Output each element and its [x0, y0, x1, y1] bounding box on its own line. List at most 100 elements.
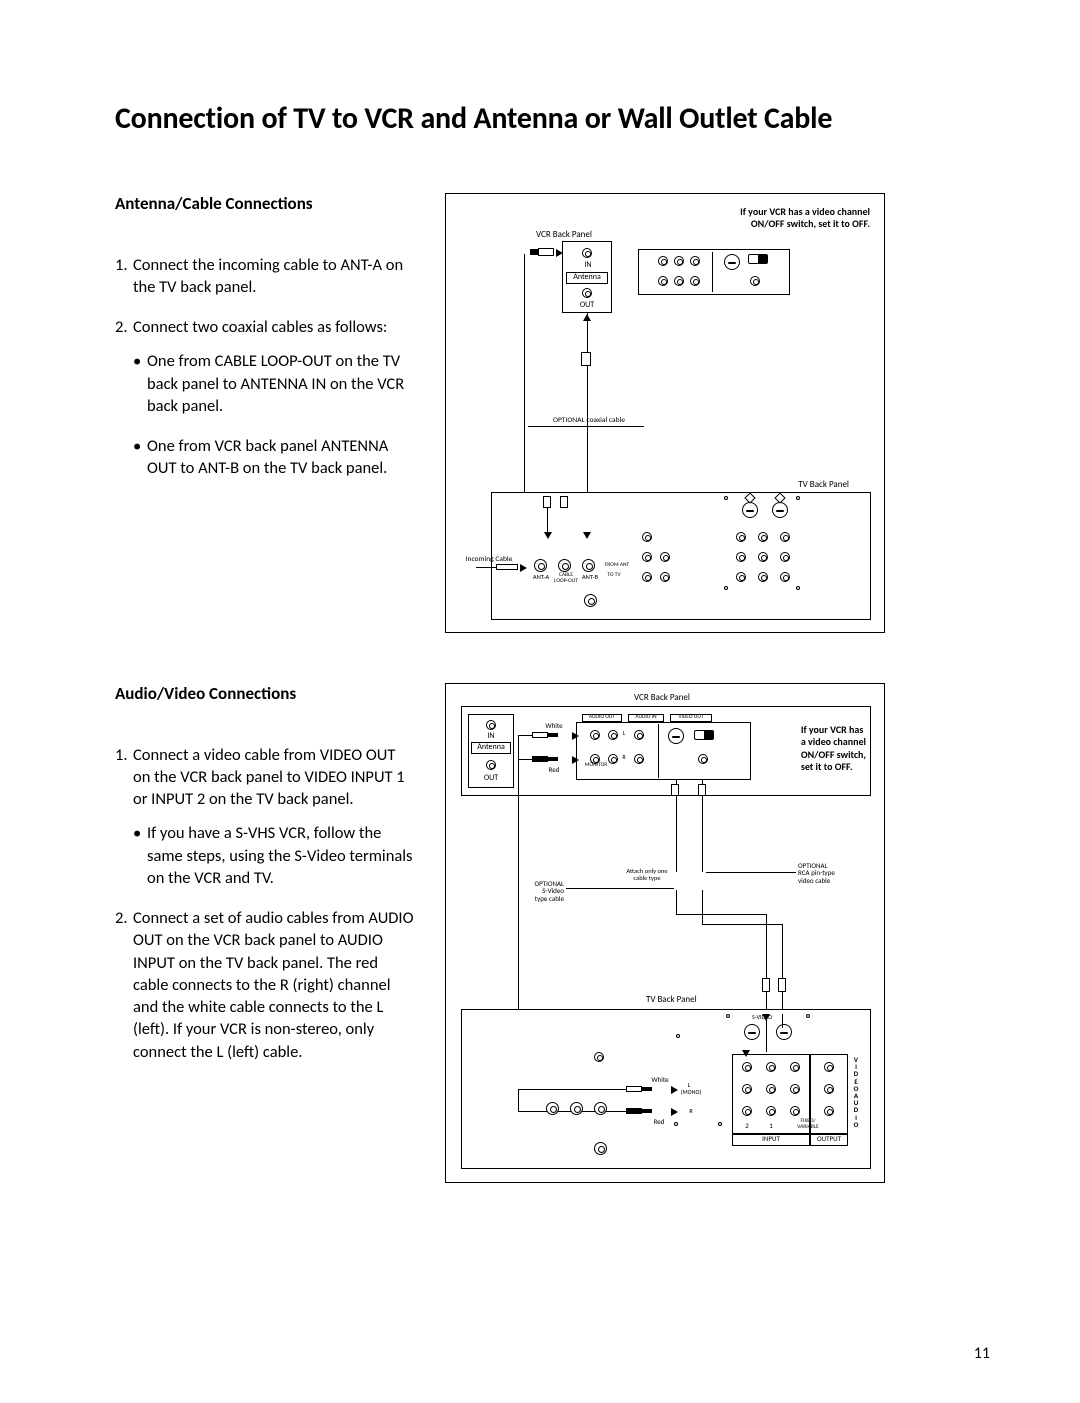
tv-portB: [570, 1102, 583, 1115]
ant-b-port-icon: [582, 559, 595, 572]
note-vcr-switch-a: If your VCR has a video channel ON/OFF s…: [740, 206, 870, 231]
screw2: [796, 496, 800, 500]
vcr-in-label: IN: [582, 261, 594, 270]
tvp4: [642, 572, 652, 582]
p1: [658, 256, 668, 266]
subheading-av: Audio/Video Connections: [115, 683, 415, 704]
note-line-1: If your VCR has a video channel: [740, 205, 870, 218]
nb3: ON/OFF switch,: [801, 748, 866, 761]
p7: [750, 276, 760, 286]
scrB4: [718, 1122, 722, 1126]
tv-portC: [594, 1102, 607, 1115]
tvp3: [660, 552, 670, 562]
step-a1: Connect the incoming cable to ANT-A on t…: [115, 254, 415, 299]
red-pin: [548, 757, 558, 761]
bullet-a1: One from CABLE LOOP-OUT on the TV back p…: [133, 350, 415, 417]
plug-1-cable: [530, 249, 538, 255]
lbl-fv: FIXED/ VARIABLE: [788, 1118, 828, 1130]
incoming-plug: [496, 564, 518, 570]
bp5: [608, 754, 618, 764]
vcr-av-block-b: [576, 722, 751, 780]
p6: [690, 276, 700, 286]
tv-red-plug: [626, 1108, 642, 1114]
arrow-to-in: [556, 249, 563, 257]
audio-v-bot: [518, 1089, 519, 1111]
bp4: [590, 754, 600, 764]
step-b1: Connect a video cable from VIDEO OUT on …: [115, 744, 415, 890]
tv-center-port-b: [594, 1142, 607, 1155]
arrow-up-out: [583, 314, 591, 321]
tv-white-plug: [626, 1086, 642, 1092]
vcr-switch-knob: [758, 255, 767, 263]
optional-rca-label: OPTIONAL RCA pin-type video cable: [798, 862, 868, 885]
bullet-a2: One from VCR back panel ANTENNA OUT to A…: [133, 435, 415, 480]
video-vert: VIDEO: [852, 1056, 860, 1093]
coupler-2: [543, 496, 551, 508]
p3: [690, 256, 700, 266]
output-label-b: OUTPUT: [810, 1135, 848, 1143]
vcr-out-label-b: OUT: [481, 774, 501, 783]
tv-conn-1: [762, 978, 770, 992]
section-av: Audio/Video Connections Connect a video …: [115, 683, 990, 1183]
plug-1: [538, 248, 554, 256]
arr-d2: [583, 532, 591, 539]
rline: [518, 759, 532, 760]
vid-v2: [766, 914, 767, 1014]
gbo1: [824, 1062, 834, 1072]
tv-mono-label: (MONO): [676, 1089, 706, 1096]
optional-svideo-label: OPTIONAL S-Video type cable: [504, 880, 564, 903]
note-vcr-switch-b: If your VCR has a video channel ON/OFF s…: [801, 724, 866, 774]
cv1: [547, 508, 548, 534]
vcr-in-label-b: IN: [484, 732, 498, 741]
bp-l: L: [620, 730, 628, 737]
text-column-b: Audio/Video Connections Connect a video …: [115, 683, 415, 1081]
white-plug: [532, 732, 548, 738]
nb1: If your VCR has: [801, 723, 864, 736]
tv-sv1: [742, 502, 758, 518]
tv-sv-b1: [744, 1024, 760, 1040]
diagram-column-b: VCR Back Panel IN Antenna OUT If your VC…: [445, 683, 990, 1183]
tv-back-panel-label-a: TV Back Panel: [798, 479, 849, 490]
audio-vert: AUDIO: [852, 1092, 860, 1129]
scrB5: [676, 1034, 680, 1038]
tv-portD: [594, 1052, 604, 1062]
vcr-sw-knob-b: [704, 731, 713, 739]
arr-tv-2: [671, 1108, 678, 1116]
arr-d1: [544, 532, 552, 539]
text-column-a: Antenna/Cable Connections Connect the in…: [115, 193, 415, 498]
vcr-av-divider: [712, 252, 713, 292]
screw4: [796, 586, 800, 590]
steps-list-a: Connect the incoming cable to ANT-A on t…: [115, 254, 415, 480]
video-out-label: VIDEO OUT: [670, 714, 712, 720]
tv-R-label: R: [686, 1108, 696, 1115]
nb2: a video channel: [801, 735, 866, 748]
bullets-b: If you have a S-VHS VCR, follow the same…: [133, 822, 415, 889]
rca-conn: [698, 784, 706, 796]
bullets-a: One from CABLE LOOP-OUT on the TV back p…: [133, 350, 415, 479]
audio-out-label: AUDIO OUT: [582, 714, 622, 720]
audio-in-label: AUDIO IN: [628, 714, 664, 720]
coupler-icon-1: [581, 352, 591, 366]
from-ant-label: FROM ANT: [602, 562, 632, 568]
diagram-column-a: If your VCR has a video channel ON/OFF s…: [445, 193, 990, 633]
tv-panel-box: [491, 492, 871, 620]
tv-white-label: White: [646, 1076, 674, 1084]
arr-vid-in: [742, 1050, 750, 1057]
g12: [758, 532, 768, 542]
screw3: [724, 586, 728, 590]
scrB2: [806, 1014, 810, 1018]
scrB1: [726, 1014, 730, 1018]
tv-white-pin: [642, 1087, 652, 1091]
diagram-av: VCR Back Panel IN Antenna OUT If your VC…: [445, 683, 885, 1183]
tv-center-port-icon: [584, 594, 597, 607]
loopout-port-icon: [558, 559, 571, 572]
page-title: Connection of TV to VCR and Antenna or W…: [115, 100, 990, 138]
incoming-wire: [476, 567, 496, 568]
bp6: [634, 754, 644, 764]
lbl-2: 2: [742, 1122, 752, 1130]
diagram-antenna: If your VCR has a video channel ON/OFF s…: [445, 193, 885, 633]
red-plug: [532, 756, 548, 762]
optional-underline: [528, 426, 644, 427]
tv-sv-b2: [776, 1024, 792, 1040]
subheading-antenna: Antenna/Cable Connections: [115, 193, 415, 214]
